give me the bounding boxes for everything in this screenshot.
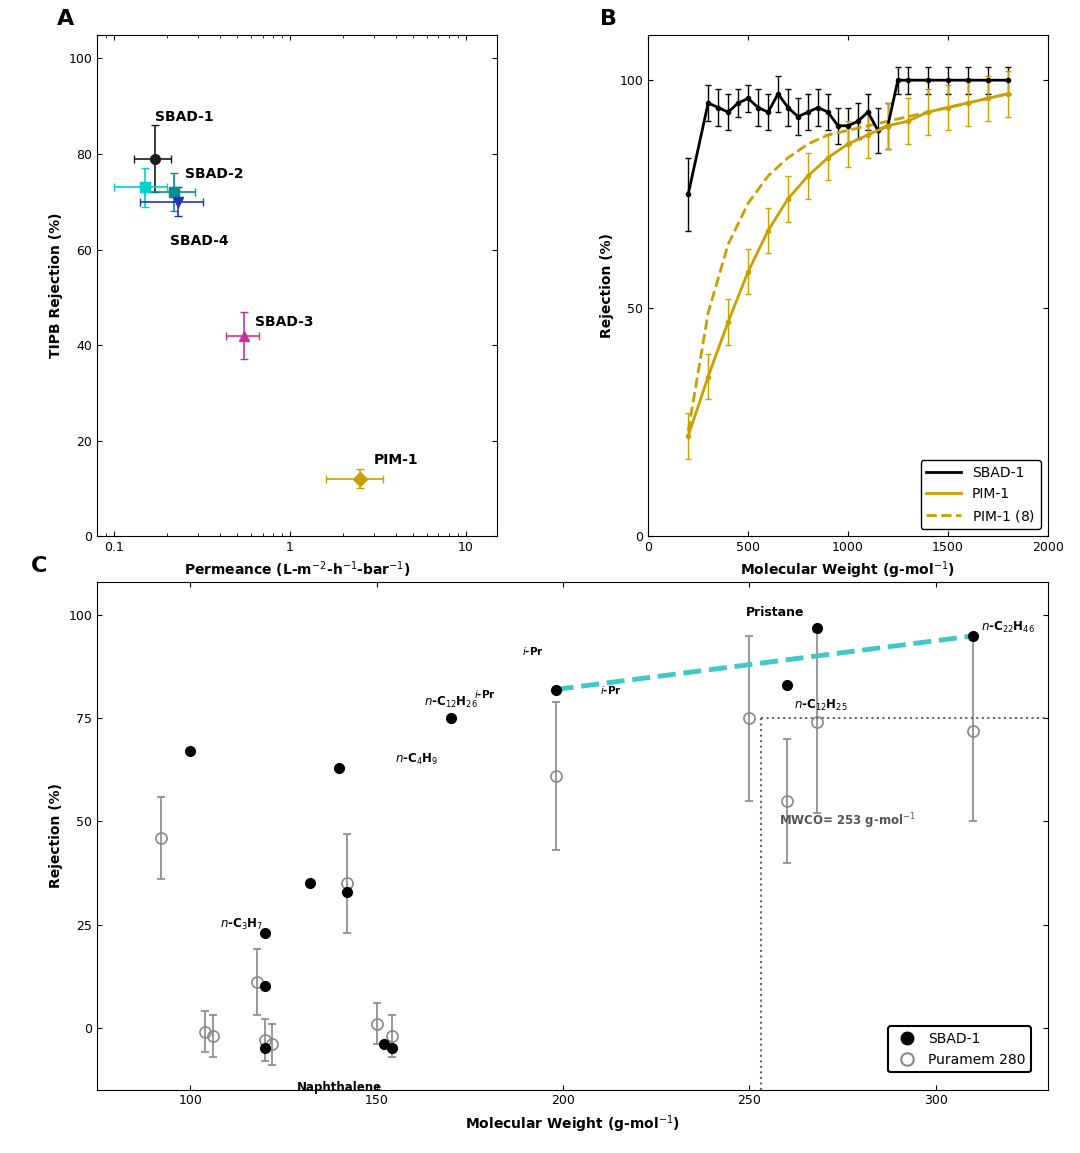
Legend: SBAD-1, PIM-1, PIM-1 ($\mathit{8}$): SBAD-1, PIM-1, PIM-1 ($\mathit{8}$) [920, 460, 1041, 529]
Text: $n$-C$_{12}$H$_{26}$: $n$-C$_{12}$H$_{26}$ [424, 695, 478, 710]
Text: Naphthalene: Naphthalene [297, 1082, 382, 1094]
Text: $n$-C$_3$H$_7$: $n$-C$_3$H$_7$ [220, 917, 264, 932]
Y-axis label: TIPB Rejection (%): TIPB Rejection (%) [49, 212, 63, 359]
Text: A: A [57, 8, 75, 29]
Text: MWCO= 253 g-mol$^{-1}$: MWCO= 253 g-mol$^{-1}$ [780, 812, 916, 831]
Text: $i$-Pr: $i$-Pr [600, 684, 622, 695]
Text: SBAD-1: SBAD-1 [154, 110, 214, 123]
Text: C: C [30, 556, 48, 576]
X-axis label: Molecular Weight (g-mol$^{-1}$): Molecular Weight (g-mol$^{-1}$) [741, 559, 956, 581]
Text: $n$-C$_{12}$H$_{25}$: $n$-C$_{12}$H$_{25}$ [794, 698, 848, 713]
Text: B: B [600, 8, 618, 29]
Text: Pristane: Pristane [746, 606, 805, 619]
Text: SBAD-3: SBAD-3 [255, 315, 313, 329]
X-axis label: Molecular Weight (g-mol$^{-1}$): Molecular Weight (g-mol$^{-1}$) [465, 1113, 679, 1135]
Y-axis label: Rejection (%): Rejection (%) [600, 233, 615, 338]
X-axis label: Permeance (L-m$^{-2}$-h$^{-1}$-bar$^{-1}$): Permeance (L-m$^{-2}$-h$^{-1}$-bar$^{-1}… [184, 559, 410, 580]
Text: $i$-Pr: $i$-Pr [523, 645, 544, 656]
Text: $n$-C$_4$H$_9$: $n$-C$_4$H$_9$ [395, 752, 438, 767]
Legend: SBAD-1, Puramem 280: SBAD-1, Puramem 280 [888, 1026, 1031, 1072]
Text: SBAD-4: SBAD-4 [170, 234, 228, 248]
Text: $i$-Pr: $i$-Pr [474, 687, 496, 700]
Text: PIM-1: PIM-1 [374, 453, 418, 467]
Y-axis label: Rejection (%): Rejection (%) [49, 783, 63, 889]
Text: $n$-C$_{22}$H$_{46}$: $n$-C$_{22}$H$_{46}$ [981, 620, 1035, 635]
Text: SBAD-2: SBAD-2 [185, 167, 244, 181]
